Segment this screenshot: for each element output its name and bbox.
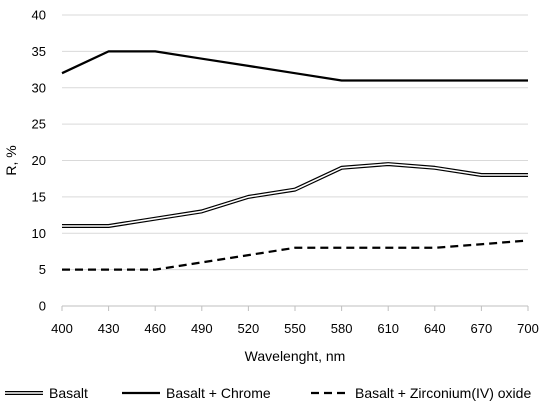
y-tick-label: 10 xyxy=(32,226,46,241)
series-1 xyxy=(61,50,528,82)
x-axis-title: Wavelenght, nm xyxy=(245,348,346,364)
series-line xyxy=(61,50,528,82)
series-line-inner xyxy=(62,163,528,227)
legend: Basalt Basalt + Chrome Basalt + Zirconium(… xyxy=(5,385,531,401)
y-tick-label: 35 xyxy=(32,44,46,59)
x-tick-label: 610 xyxy=(377,321,399,336)
x-tick-label: 700 xyxy=(517,321,539,336)
series-lines xyxy=(61,50,529,271)
axes xyxy=(61,305,529,311)
x-tick-label: 580 xyxy=(331,321,353,336)
y-tick-label: 0 xyxy=(39,299,46,314)
y-tick-label: 40 xyxy=(32,8,46,23)
series-line-outer xyxy=(62,162,528,228)
series-2 xyxy=(62,239,529,271)
x-tick-label: 520 xyxy=(238,321,260,336)
legend-item: Basalt + Zirconium(IV) oxide xyxy=(311,385,531,401)
y-tick-label: 25 xyxy=(32,117,46,132)
y-tick-label: 20 xyxy=(32,153,46,168)
series-0 xyxy=(62,162,528,228)
tick-labels: 0 5 10 15 20 25 30 35 40 400 430 460 490 520 550 580 610… xyxy=(32,8,539,337)
y-tick-label: 30 xyxy=(32,80,46,95)
x-tick-label: 640 xyxy=(424,321,446,336)
y-axis-title: R, % xyxy=(3,145,19,175)
y-tick-label: 5 xyxy=(39,262,46,277)
y-tick-label: 15 xyxy=(32,189,46,204)
x-tick-label: 430 xyxy=(98,321,120,336)
gridlines xyxy=(62,14,528,271)
x-tick-label: 400 xyxy=(51,321,73,336)
x-tick-label: 550 xyxy=(284,321,306,336)
x-tick-label: 460 xyxy=(144,321,166,336)
legend-label: Basalt + Chrome xyxy=(166,385,271,401)
legend-label: Basalt xyxy=(49,385,88,401)
legend-label: Basalt + Zirconium(IV) oxide xyxy=(355,385,531,401)
legend-item: Basalt xyxy=(5,385,88,401)
legend-item: Basalt + Chrome xyxy=(122,385,271,401)
x-tick-label: 670 xyxy=(471,321,493,336)
series-line xyxy=(62,239,529,271)
x-tick-label: 490 xyxy=(191,321,213,336)
